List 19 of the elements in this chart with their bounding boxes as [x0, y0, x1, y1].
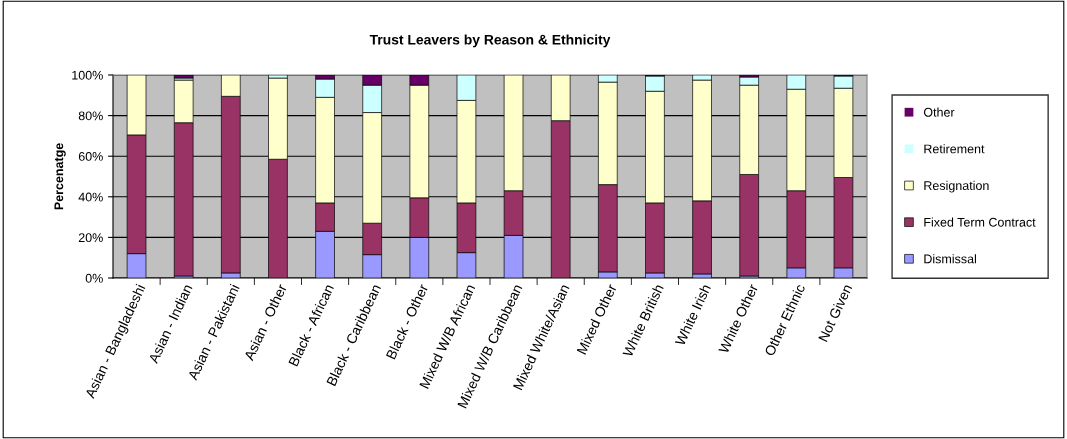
y-tick-label: 100% [72, 70, 103, 80]
chart-title: Trust Leavers by Reason & Ethnicity [369, 34, 611, 48]
y-tick-label: 0% [85, 273, 103, 283]
y-tick-label: 20% [78, 233, 103, 243]
legend-label: Retirement [924, 144, 985, 154]
legend-label: Resignation [924, 180, 989, 193]
legend-label: Dismissal [924, 254, 976, 264]
y-tick-label: 40% [78, 192, 103, 202]
x-tick-label: White Irish [674, 283, 711, 347]
y-tick-label: 80% [78, 111, 103, 121]
legend-label: Other [923, 107, 955, 117]
x-tick-label: Asian - Other [243, 283, 288, 362]
x-tick-label: White Other [717, 283, 759, 355]
x-tick-label: Mixed Other [576, 283, 617, 355]
x-tick-label: Black - Other [385, 283, 429, 360]
y-tick-label: 60% [78, 152, 103, 161]
y-axis-title: Percenatge [54, 143, 66, 210]
legend-label: Fixed Term Contract [924, 217, 1036, 227]
x-tick-label: Not Given [817, 283, 853, 343]
